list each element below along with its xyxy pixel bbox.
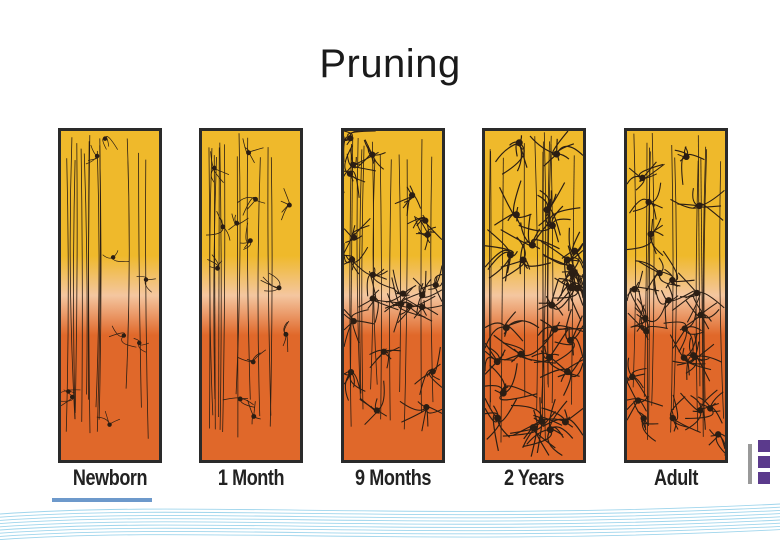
wave-line	[0, 519, 780, 531]
panel-adult: Adult	[624, 128, 728, 490]
panel-label-9-months: 9 Months	[355, 465, 431, 490]
decorative-wave-footer	[0, 503, 780, 540]
uk-badge-icon	[758, 456, 770, 468]
wave-line	[0, 503, 780, 515]
neuron-network	[626, 132, 727, 456]
neuron-illustration-9-months	[341, 128, 445, 463]
neuron-illustration-newborn	[58, 128, 162, 463]
panel-background	[201, 130, 301, 461]
neuron-network	[206, 133, 292, 438]
neuron-network	[341, 130, 443, 432]
crown-icon	[758, 440, 770, 452]
panel-label-1-month: 1 Month	[217, 465, 285, 490]
neuron-network	[60, 135, 156, 439]
panel-frame	[341, 128, 445, 463]
slide-title: Pruning	[319, 42, 461, 86]
footer-logo-mark	[52, 498, 152, 503]
panel-frame	[199, 128, 303, 463]
panel-newborn: Newborn	[58, 128, 162, 490]
panel-label-2-years: 2 Years	[503, 465, 565, 490]
neuron-illustration-adult	[624, 128, 728, 463]
panel-1-month: 1 Month	[199, 128, 303, 490]
home-icon	[758, 472, 770, 484]
wave-line	[0, 529, 780, 540]
panel-9-months: 9 Months	[341, 128, 445, 490]
wave-line	[0, 509, 780, 521]
brand-logo-strip	[746, 440, 776, 494]
panel-background	[484, 130, 584, 461]
neural-pruning-figure: Newborn 1 Month 9 Months 2 Years Adult	[58, 128, 728, 498]
panel-frame	[58, 128, 162, 463]
wave-line	[0, 506, 780, 518]
neuron-illustration-1-month	[199, 128, 303, 463]
panel-frame	[624, 128, 728, 463]
wave-line	[0, 516, 780, 528]
neuron-illustration-2-years	[482, 128, 586, 463]
panel-label-newborn: Newborn	[72, 465, 148, 490]
neuron-network	[484, 130, 584, 457]
wave-line	[0, 522, 780, 534]
vertical-logo-text	[748, 444, 752, 484]
wave-line	[0, 525, 780, 537]
panel-label-adult: Adult	[653, 465, 699, 490]
panel-2-years: 2 Years	[482, 128, 586, 490]
wave-line	[0, 513, 780, 525]
panel-frame	[482, 128, 586, 463]
